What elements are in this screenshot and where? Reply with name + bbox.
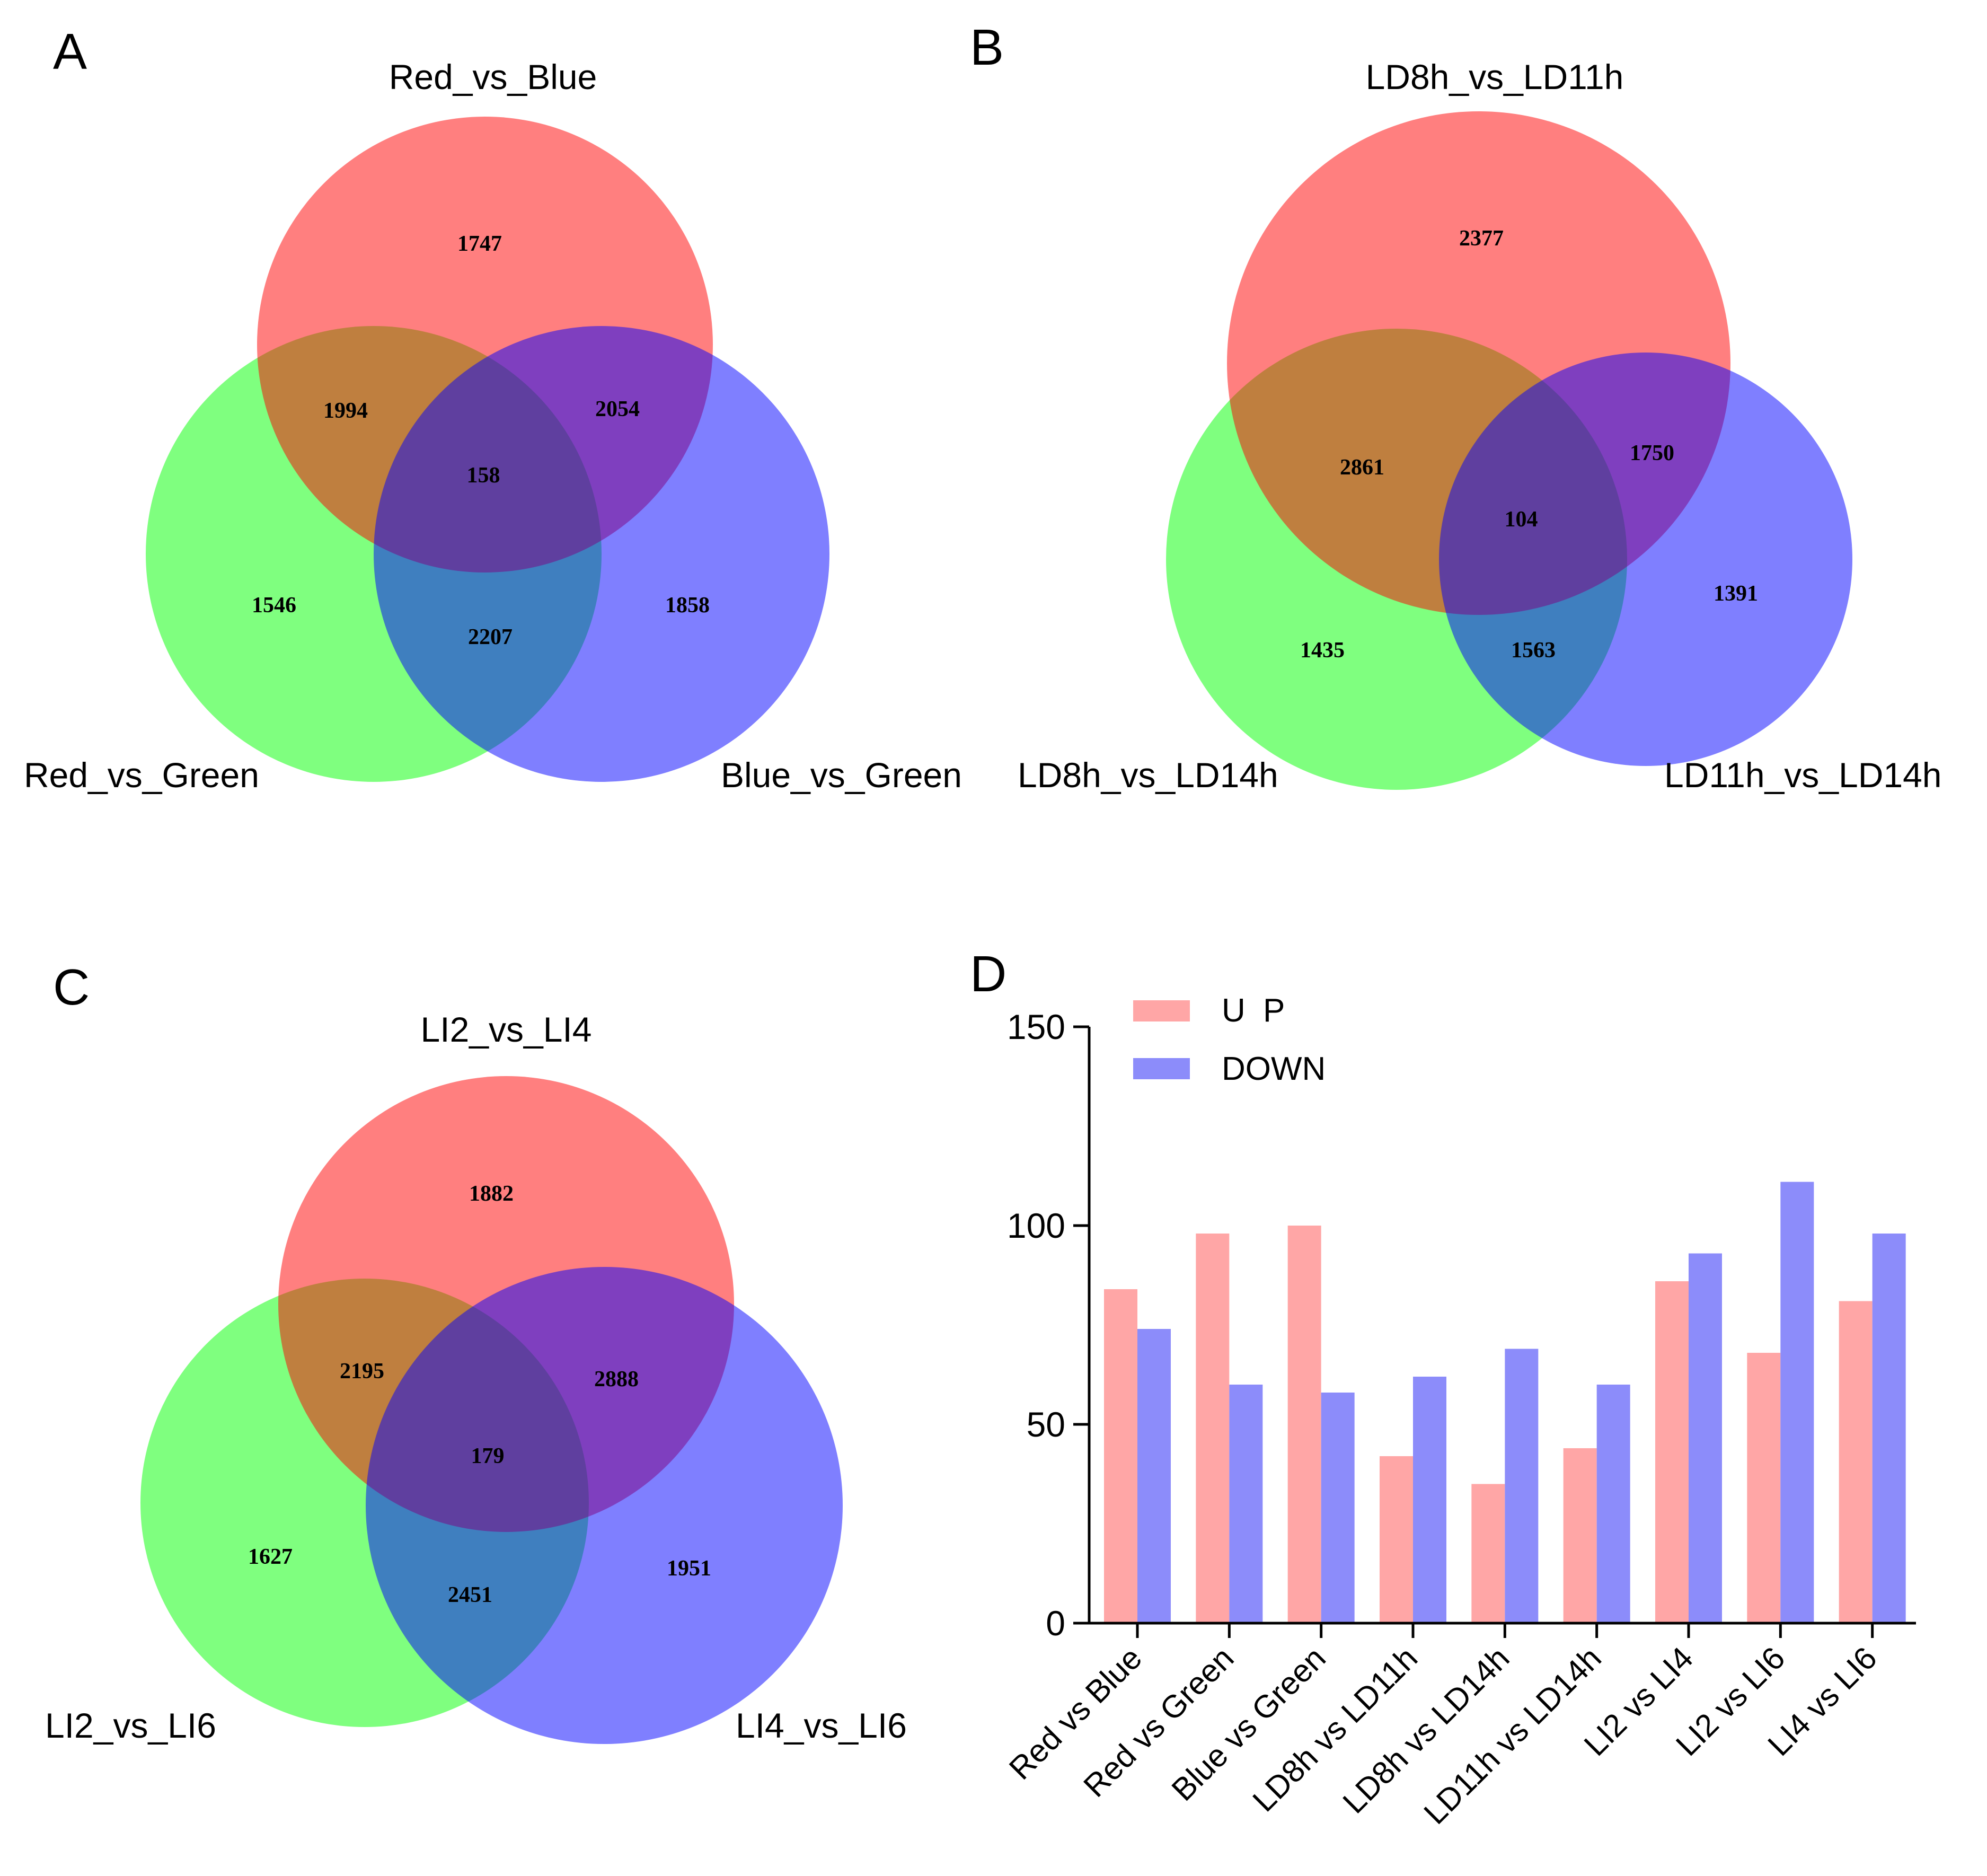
venn-c-count-top-left: 2195 xyxy=(340,1359,384,1384)
y-tick-label-2: 100 xyxy=(1007,1206,1065,1245)
venn-c-top-label: LI2_vs_LI4 xyxy=(421,1010,592,1049)
venn-a-circle-right xyxy=(374,326,829,782)
venn-b-left-label: LD8h_vs_LD14h xyxy=(1018,755,1278,795)
x-tick-label-3: LD8h vs LD11h xyxy=(1246,1640,1425,1819)
venn-b-count-top-left: 2861 xyxy=(1340,455,1384,480)
bar-up-6 xyxy=(1655,1281,1689,1623)
venn-b-count-top-right: 1750 xyxy=(1630,441,1674,465)
venn-b-right-label: LD11h_vs_LD14h xyxy=(1664,755,1942,795)
venn-c-count-right-only: 1951 xyxy=(667,1556,711,1581)
legend-swatch-up xyxy=(1133,1000,1190,1021)
venn-c-count-center: 179 xyxy=(471,1444,505,1468)
venn-c-count-top-only: 1882 xyxy=(469,1182,514,1206)
venn-a-top-label: Red_vs_Blue xyxy=(389,57,597,96)
venn-b-top-label: LD8h_vs_LD11h xyxy=(1366,57,1624,96)
venn-b-count-right-only: 1391 xyxy=(1714,582,1758,606)
venn-a-count-top-left: 1994 xyxy=(323,399,368,423)
venn-b-count-top-only: 2377 xyxy=(1459,226,1504,251)
legend-swatch-down xyxy=(1133,1058,1190,1079)
bar-down-4 xyxy=(1505,1349,1539,1623)
venn-c-left-label: LI2_vs_LI6 xyxy=(45,1706,216,1745)
bar-up-8 xyxy=(1839,1301,1873,1623)
venn-c-circle-right xyxy=(366,1267,843,1744)
venn-b-count-left-right: 1563 xyxy=(1511,638,1556,663)
venn-a-count-left-right: 2207 xyxy=(468,625,513,649)
x-tick-label-4: LD8h vs LD14h xyxy=(1336,1640,1516,1820)
venn-b-count-left-only: 1435 xyxy=(1300,638,1345,663)
panel-letter-b: B xyxy=(970,19,1004,76)
venn-c-count-left-right: 2451 xyxy=(448,1583,492,1607)
y-tick-label-0: 0 xyxy=(1046,1604,1065,1643)
bar-down-2 xyxy=(1321,1393,1355,1623)
legend-label-down: DOWN xyxy=(1222,1051,1326,1087)
venn-a-count-top-right: 2054 xyxy=(595,397,640,421)
venn-b-circle-right xyxy=(1439,353,1852,766)
bar-down-1 xyxy=(1229,1385,1263,1623)
venn-a-count-left-only: 1546 xyxy=(252,593,296,618)
bar-up-5 xyxy=(1563,1448,1597,1623)
bar-down-8 xyxy=(1872,1234,1906,1623)
panel-letter-a: A xyxy=(53,23,87,80)
bar-up-4 xyxy=(1471,1484,1505,1623)
bars-group xyxy=(1104,1182,1906,1623)
bar-up-0 xyxy=(1104,1289,1137,1623)
venn-c-right-label: LI4_vs_LI6 xyxy=(736,1706,907,1745)
venn-a-count-top-only: 1747 xyxy=(457,232,502,256)
bar-down-3 xyxy=(1413,1377,1446,1623)
venn-a-right-label: Blue_vs_Green xyxy=(721,755,962,795)
venn-c-count-top-right: 2888 xyxy=(594,1367,639,1391)
panel-letter-c: C xyxy=(53,959,90,1016)
y-tick-label-1: 50 xyxy=(1027,1405,1065,1444)
venn-panel-a: A Red_vs_Blue Red_vs_Green Blue_vs_Green… xyxy=(24,23,962,795)
venn-c-count-left-only: 1627 xyxy=(248,1545,293,1569)
bar-up-2 xyxy=(1287,1226,1321,1623)
bar-down-5 xyxy=(1596,1385,1630,1623)
venn-panel-c: C LI2_vs_LI4 LI2_vs_LI6 LI4_vs_LI6 1882 … xyxy=(45,959,907,1745)
y-tick-label-3: 150 xyxy=(1007,1007,1065,1046)
venn-panel-b: B LD8h_vs_LD11h LD8h_vs_LD14h LD11h_vs_L… xyxy=(970,19,1942,795)
venn-a-count-center: 158 xyxy=(467,463,500,488)
bar-up-1 xyxy=(1196,1234,1230,1623)
venn-b-count-center: 104 xyxy=(1505,507,1538,532)
venn-a-left-label: Red_vs_Green xyxy=(24,755,259,795)
y-ticks-group: 0 50 100 150 xyxy=(1007,1007,1089,1643)
bar-down-6 xyxy=(1689,1253,1722,1623)
bar-down-0 xyxy=(1137,1329,1171,1623)
bar-up-3 xyxy=(1380,1456,1413,1623)
bar-up-7 xyxy=(1747,1353,1781,1623)
panel-letter-d: D xyxy=(970,946,1006,1002)
venn-a-count-right-only: 1858 xyxy=(665,593,710,618)
legend-label-up: U P xyxy=(1222,992,1289,1029)
bar-down-7 xyxy=(1780,1182,1814,1623)
